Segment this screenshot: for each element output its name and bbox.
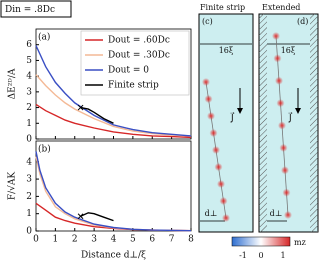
y-axis-label: ΔE²ᴰ/A: [8, 68, 18, 99]
x-tick-label: 2: [72, 235, 78, 245]
skyrmion: [273, 54, 282, 63]
plot-frame: [35, 140, 192, 232]
current-label: J⃗: [230, 112, 235, 124]
legend-label: Dout = 0: [108, 66, 149, 76]
distance-label: d⊥: [270, 209, 283, 218]
line: [35, 151, 192, 232]
hatch: [259, 14, 267, 232]
colorbar: [231, 236, 291, 247]
x-tick-label: 8: [188, 235, 194, 245]
x-tick-label: 4: [111, 235, 117, 245]
x-tick-label: 1: [53, 235, 59, 245]
skyrmion: [275, 76, 283, 85]
width-label: 16ξ: [219, 46, 234, 55]
header-box: [0, 0, 72, 18]
colorbar-tick: 0: [258, 251, 263, 260]
panel-label: (a): [38, 32, 50, 43]
strip: [198, 13, 254, 233]
skyrmion: [279, 143, 288, 152]
skyrmion: [284, 211, 292, 219]
panel-label: (b): [38, 144, 51, 155]
legend-label: Dout = .30Dc: [108, 51, 170, 61]
skyrmion: [282, 188, 291, 197]
skyrmion: [222, 214, 230, 222]
skyrmion: [212, 146, 220, 154]
y-tick-label: 3: [26, 175, 32, 185]
skyrmion: [207, 112, 215, 120]
legend-label: Finite strip: [108, 81, 159, 91]
legend-label: Dout = .60Dc: [108, 36, 170, 46]
panel-title: Extended: [262, 3, 300, 12]
skyrmion: [272, 32, 280, 40]
skyrmion: [281, 166, 289, 175]
hatch: [310, 14, 318, 232]
panel-title: Finite strip: [200, 3, 245, 12]
width-label: 16ξ: [281, 46, 296, 55]
x-tick-label: 5: [130, 235, 136, 245]
line: [35, 74, 192, 137]
current-label: J⃗: [288, 112, 293, 124]
line: [80, 212, 114, 222]
arrow-head: [295, 108, 301, 114]
skyrmion: [276, 99, 285, 108]
colorbar-label: mz: [294, 238, 306, 247]
skyrmion: [209, 129, 218, 137]
panel-label: (d): [297, 17, 308, 26]
y-tick-label: 5: [26, 56, 32, 66]
marker: [77, 213, 84, 220]
x-tick-label: 7: [169, 235, 175, 245]
distance-label: d⊥: [205, 209, 218, 218]
skyrmion: [217, 180, 225, 188]
y-tick-label: 6: [26, 40, 32, 50]
panel-label: (c): [202, 17, 213, 26]
x-axis-label: Distance d⊥/ξ: [81, 251, 146, 261]
skyrmion: [202, 78, 210, 86]
y-axis-label: F/√AK: [7, 172, 18, 201]
colorbar-tick: -1: [239, 251, 247, 260]
x-tick-label: 3: [91, 235, 97, 245]
y-tick-label: 4: [26, 72, 32, 82]
colorbar-tick: 1: [280, 251, 285, 260]
skyrmion: [214, 163, 223, 171]
arrow-head: [237, 108, 243, 114]
skyrmion: [204, 95, 213, 103]
header-label: Din = .8Dc: [5, 5, 55, 15]
line: [35, 103, 192, 139]
y-tick-label: 0: [26, 227, 32, 237]
line: [35, 45, 192, 137]
line: [80, 106, 114, 124]
skyrmion: [278, 121, 286, 130]
x-tick-label: 6: [149, 235, 155, 245]
y-tick-label: 1: [26, 119, 32, 129]
y-tick-label: 2: [26, 192, 32, 202]
y-tick-label: 4: [26, 157, 32, 167]
marker: [77, 104, 84, 111]
x-tick-label: 0: [33, 235, 39, 245]
y-tick-label: 2: [26, 103, 32, 113]
skyrmion: [219, 197, 228, 205]
y-tick-label: 1: [26, 209, 32, 219]
y-tick-label: 3: [26, 87, 32, 97]
y-tick-label: 0: [26, 135, 32, 145]
